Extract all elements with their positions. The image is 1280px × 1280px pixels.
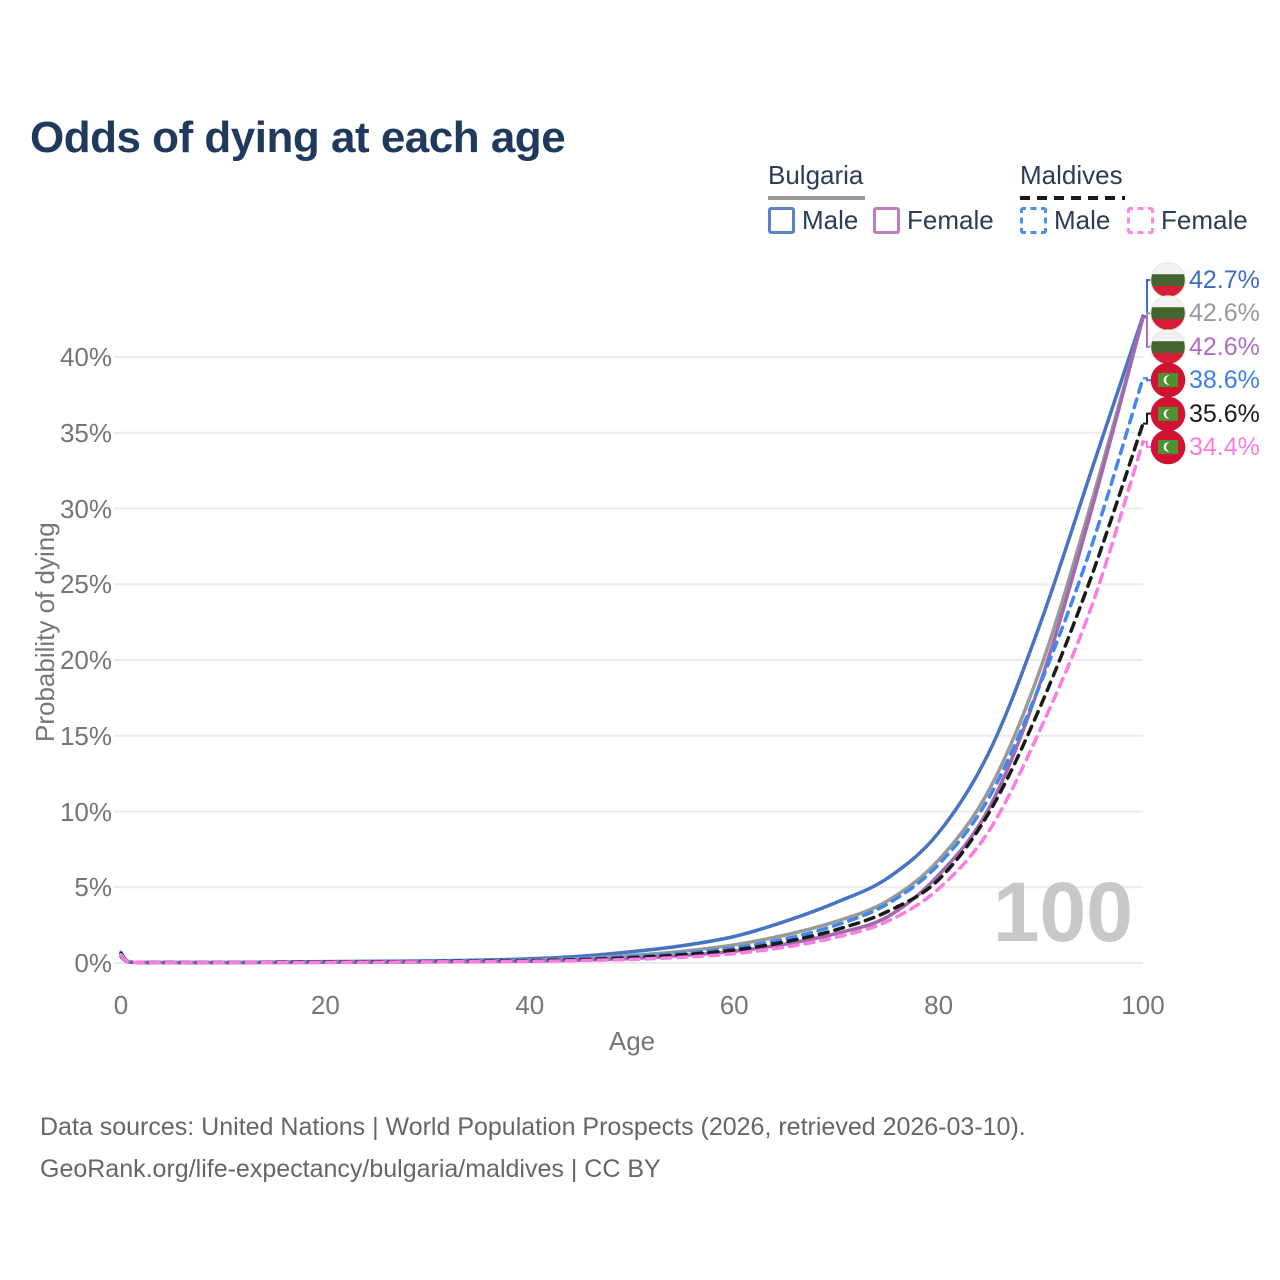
legend-country-maldives: Maldives [1020,160,1123,190]
x-axis-title: Age [608,1026,656,1056]
bulgaria-solid-line-sample [768,196,865,200]
x-tick-label: 0 [113,990,129,1020]
legend-item-label: Female [1161,204,1248,235]
legend-item-maldives-female[interactable]: Female [1127,205,1248,235]
legend-group-bulgaria: Bulgaria [768,160,865,200]
maldives-male-checkbox-icon[interactable] [1020,206,1047,234]
legend-group-maldives: Maldives [1020,160,1125,200]
end-value-label: 42.6% [1189,299,1260,328]
x-tick-label: 80 [924,990,954,1020]
y-tick-label: 30% [59,493,112,524]
bulgaria-flag-icon [1150,295,1186,332]
footer: Data sources: United Nations | World Pop… [40,1106,1026,1190]
legend-item-bulgaria-male[interactable]: Male [768,205,858,235]
legend-item-maldives-male[interactable]: Male [1020,205,1110,235]
x-tick-label: 20 [310,990,340,1020]
age-watermark: 100 [992,865,1133,959]
end-label-maldives-female: 34.4% [1150,429,1260,465]
legend-item-bulgaria-female[interactable]: Female [873,205,994,235]
maldives-flag-icon [1150,429,1186,465]
bulgaria-flag-icon [1150,328,1186,365]
bulgaria-female-checkbox-icon[interactable] [873,206,900,234]
end-value-label: 42.6% [1189,332,1260,361]
y-tick-label: 10% [59,796,112,827]
y-tick-label: 25% [59,569,112,600]
y-axis-title: Probability of dying [30,522,60,742]
end-value-label: 34.4% [1189,433,1260,461]
legend-item-label: Male [1054,204,1111,235]
x-tick-label: 100 [1121,990,1165,1020]
maldives-dashed-line-sample [1020,196,1125,200]
y-tick-label: 35% [59,417,112,448]
x-tick-label: 60 [719,990,749,1020]
end-label-bulgaria-male: 42.7% [1150,262,1260,298]
x-tick-label: 40 [515,990,545,1020]
series-line-bulgaria-male [119,314,1145,965]
series-line-maldives-male [119,376,1145,965]
legend-item-label: Female [907,204,994,235]
end-label-bulgaria-all: 42.6% [1150,295,1260,332]
y-tick-label: 40% [59,342,112,372]
bulgaria-male-checkbox-icon[interactable] [768,206,795,234]
end-value-label: 38.6% [1189,366,1260,395]
end-label-maldives-all: 35.6% [1150,396,1260,432]
chart-title: Odds of dying at each age [30,113,566,163]
maldives-flag-icon [1150,396,1186,431]
attribution-line: GeoRank.org/life-expectancy/bulgaria/mal… [40,1155,661,1183]
y-tick-label: 5% [74,872,112,903]
end-label-bulgaria-female: 42.6% [1150,328,1260,365]
y-tick-label: 20% [59,645,112,675]
bulgaria-flag-icon [1150,262,1186,298]
series-line-bulgaria-female [119,315,1145,965]
series-line-maldives-female [119,440,1145,965]
end-value-label: 42.7% [1189,266,1260,294]
end-label-maldives-male: 38.6% [1150,362,1260,398]
y-tick-label: 0% [74,948,112,978]
legend-country-bulgaria: Bulgaria [768,160,864,190]
series-line-maldives-all [119,421,1145,965]
maldives-flag-icon [1150,362,1186,398]
end-value-label: 35.6% [1189,399,1260,428]
series-line-bulgaria-all [119,315,1145,965]
legend-item-label: Male [802,204,859,235]
maldives-female-checkbox-icon[interactable] [1127,206,1154,234]
data-sources-line: Data sources: United Nations | World Pop… [40,1113,1026,1141]
y-tick-label: 15% [59,720,112,751]
